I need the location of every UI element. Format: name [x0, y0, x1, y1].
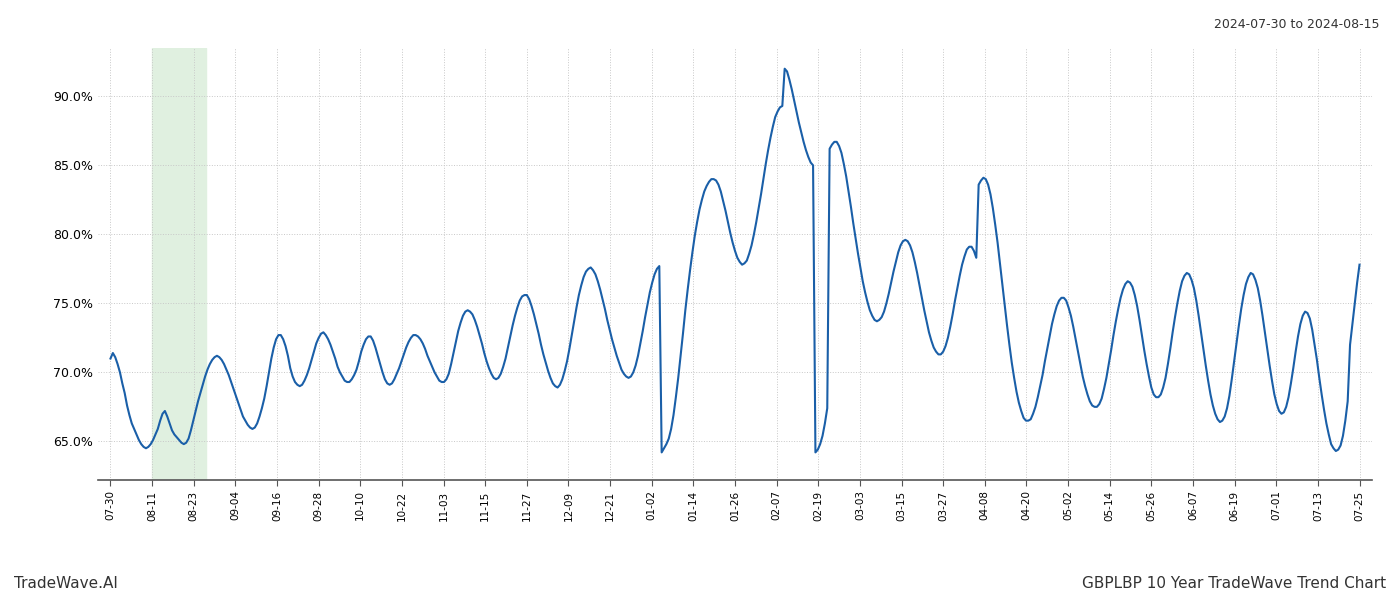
Text: TradeWave.AI: TradeWave.AI	[14, 576, 118, 591]
Text: 2024-07-30 to 2024-08-15: 2024-07-30 to 2024-08-15	[1214, 18, 1379, 31]
Bar	[153, 48, 206, 480]
Text: GBPLBP 10 Year TradeWave Trend Chart: GBPLBP 10 Year TradeWave Trend Chart	[1082, 576, 1386, 591]
